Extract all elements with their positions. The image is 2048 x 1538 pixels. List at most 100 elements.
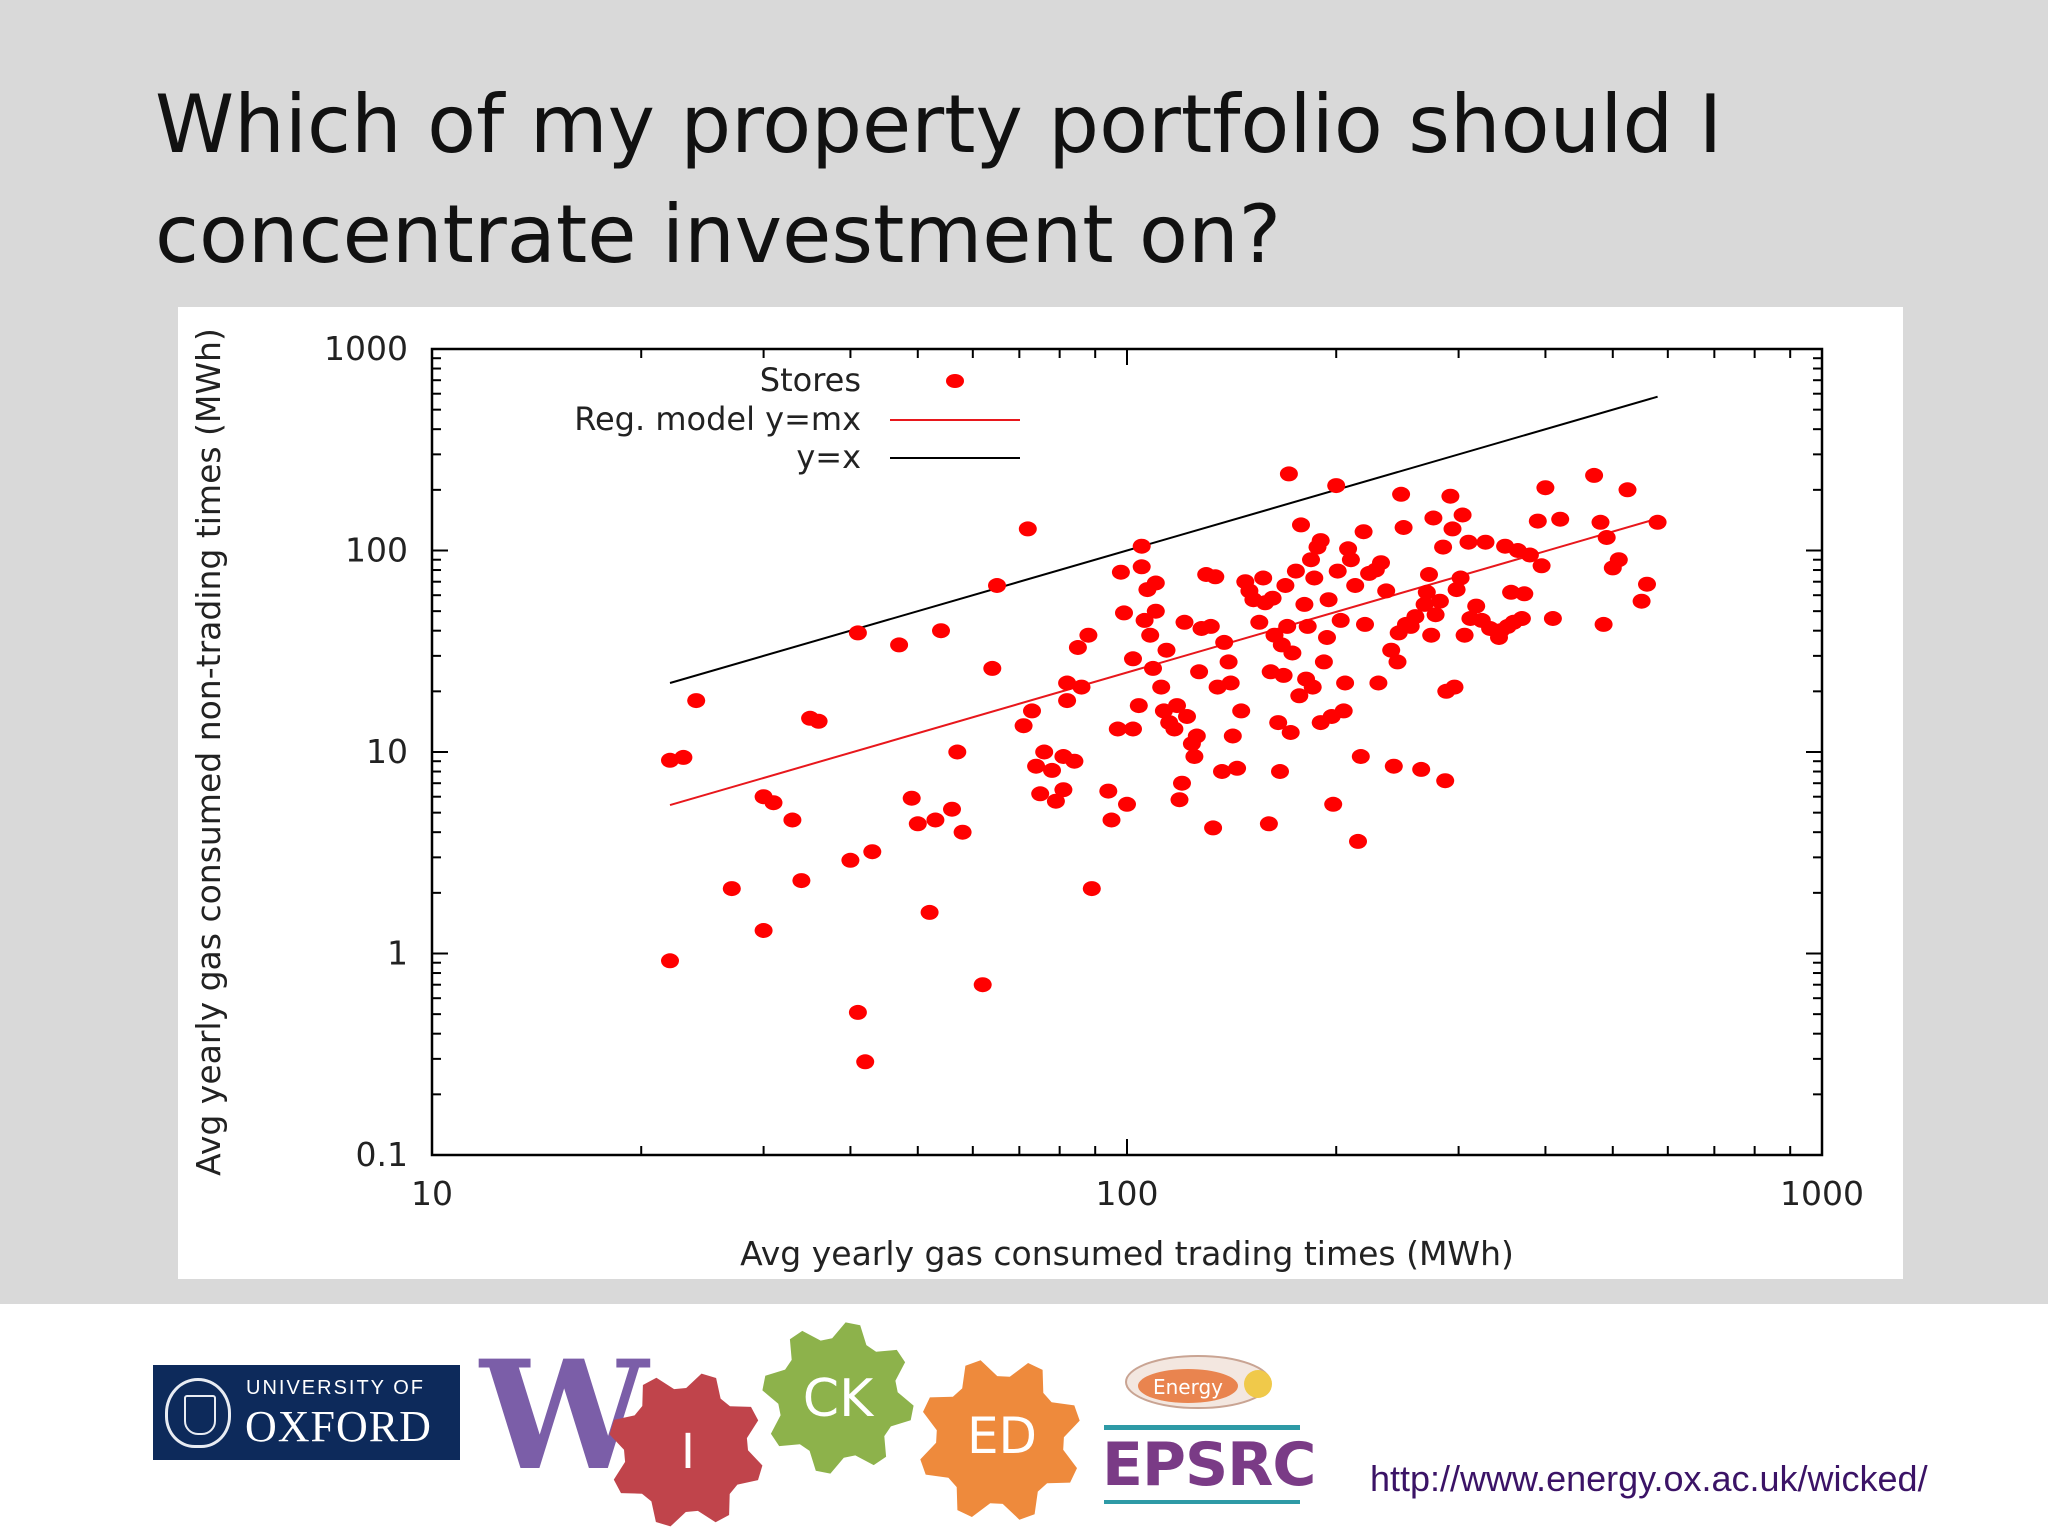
- store-point: [988, 578, 1006, 593]
- store-point: [1165, 721, 1184, 737]
- store-point: [1327, 478, 1346, 494]
- chart-legend: Stores Reg. model y=mx y=x: [574, 361, 1020, 476]
- store-point: [1118, 796, 1136, 812]
- store-point: [1276, 578, 1295, 593]
- store-point: [1281, 725, 1300, 740]
- store-point: [1206, 569, 1225, 585]
- store-point: [1512, 611, 1531, 626]
- gear-ed-icon: [920, 1360, 1080, 1520]
- store-point: [1254, 570, 1273, 586]
- store-point: [1175, 614, 1194, 630]
- store-point: [1445, 679, 1464, 695]
- store-point: [1221, 675, 1240, 691]
- store-point: [687, 693, 706, 709]
- store-point: [1319, 592, 1338, 608]
- scatter-chart: 0.1 1 10 100 1000 10 100 1000 Avg yearly gas c…: [189, 328, 1864, 1273]
- store-point: [1417, 584, 1436, 600]
- store-point: [1079, 627, 1098, 643]
- store-point: [1543, 611, 1562, 626]
- store-point: [1269, 715, 1288, 731]
- store-point: [1455, 627, 1474, 643]
- store-point: [1065, 753, 1084, 769]
- store-point: [1043, 762, 1061, 778]
- store-point: [1551, 511, 1570, 527]
- store-point: [1023, 703, 1041, 719]
- epsrc-wordmark: EPSRC: [1102, 1430, 1316, 1500]
- store-point: [1259, 816, 1278, 832]
- x-tick-label: 10: [411, 1174, 453, 1213]
- footer-url-link[interactable]: http://www.energy.ox.ac.uk/wicked/: [1370, 1458, 1928, 1499]
- store-point: [1415, 596, 1434, 612]
- store-point: [1314, 654, 1333, 670]
- store-point: [1274, 667, 1293, 683]
- y-tick-label: 1000: [324, 329, 408, 368]
- gear-ck-icon: [762, 1322, 914, 1474]
- store-point: [890, 637, 909, 653]
- store-point: [1099, 783, 1118, 799]
- store-point: [1303, 679, 1322, 695]
- store-point: [1422, 627, 1441, 643]
- store-point: [1102, 812, 1121, 828]
- store-point: [1412, 761, 1431, 777]
- data-points: [661, 466, 1667, 1070]
- wicked-letter-i: I: [681, 1424, 695, 1480]
- store-point: [1058, 693, 1077, 709]
- store-point: [1054, 782, 1073, 798]
- legend-marker-stores: [946, 374, 964, 388]
- store-point: [1443, 521, 1462, 537]
- store-point: [1609, 552, 1628, 568]
- store-point: [1124, 651, 1142, 667]
- store-point: [1082, 881, 1101, 897]
- store-point: [809, 713, 828, 729]
- store-point: [1632, 593, 1651, 609]
- store-point: [1168, 698, 1186, 714]
- store-point: [1035, 744, 1054, 760]
- x-tick-label: 100: [1096, 1174, 1159, 1213]
- store-point: [1382, 642, 1401, 658]
- store-point: [764, 795, 783, 811]
- store-point: [1597, 530, 1616, 545]
- store-point: [953, 824, 972, 840]
- store-point: [1031, 786, 1050, 802]
- store-point: [1476, 534, 1495, 550]
- x-tick-label: 1000: [1780, 1174, 1864, 1213]
- store-point: [902, 790, 921, 806]
- store-point: [1354, 524, 1373, 540]
- store-point: [1356, 616, 1374, 632]
- store-point: [1213, 764, 1231, 779]
- store-point: [1263, 590, 1282, 606]
- store-point: [1336, 675, 1355, 691]
- y-tick-labels: 0.1 1 10 100 1000: [324, 329, 408, 1174]
- model-lines: [669, 395, 1658, 807]
- university-of-oxford-logo: UNIVERSITY OF OXFORD: [153, 1365, 460, 1460]
- store-point: [1204, 820, 1223, 836]
- store-point: [1279, 466, 1298, 482]
- store-point: [1406, 609, 1425, 625]
- store-point: [1215, 634, 1234, 650]
- axis-ticks: [432, 349, 1822, 1155]
- store-point: [1108, 721, 1127, 737]
- scatter-chart-panel: 0.1 1 10 100 1000 10 100 1000 Avg yearly gas c…: [178, 307, 1903, 1279]
- store-point: [1451, 570, 1470, 586]
- store-point: [1157, 642, 1176, 658]
- store-point: [1129, 698, 1148, 714]
- store-point: [1223, 728, 1242, 744]
- store-point: [1648, 514, 1667, 530]
- store-point: [1292, 517, 1310, 533]
- store-point: [1502, 584, 1521, 600]
- store-point: [1283, 645, 1302, 661]
- store-point: [1228, 760, 1247, 776]
- store-point: [1447, 582, 1466, 598]
- store-point: [856, 1054, 875, 1070]
- store-point: [1372, 555, 1390, 571]
- store-point: [1170, 792, 1189, 808]
- x-tick-labels: 10 100 1000: [411, 1174, 1864, 1213]
- store-point: [1068, 640, 1087, 655]
- store-point: [1115, 605, 1133, 621]
- legend-label-stores: Stores: [760, 361, 861, 399]
- store-point: [1394, 520, 1413, 535]
- store-point: [1018, 521, 1037, 537]
- store-point: [1426, 607, 1445, 623]
- store-point: [1305, 570, 1324, 586]
- store-point: [1185, 749, 1204, 764]
